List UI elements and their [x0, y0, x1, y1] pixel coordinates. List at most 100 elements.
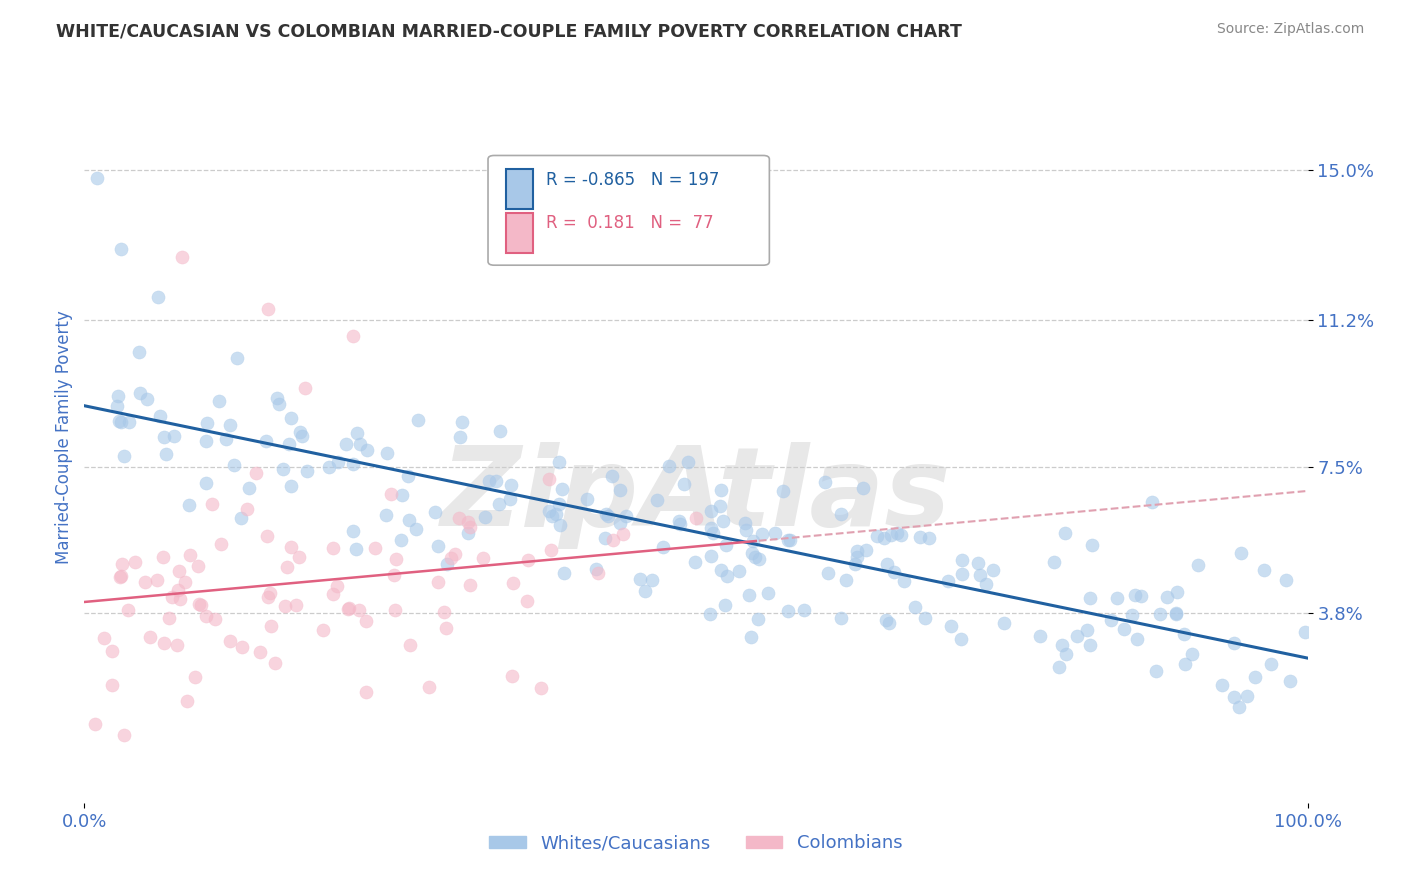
Point [271, 462, 294, 476]
Point [699, 504, 721, 518]
Point [259, 586, 281, 600]
Point [876, 558, 898, 572]
Point [110, 416, 132, 430]
Point [939, 618, 962, 632]
Point [845, 544, 868, 558]
Point [668, 515, 690, 529]
Point [1244, 670, 1267, 684]
Point [1187, 558, 1209, 572]
Point [114, 728, 136, 742]
Point [529, 681, 551, 695]
Point [434, 621, 457, 635]
Point [396, 468, 419, 483]
Point [326, 455, 349, 469]
Point [546, 507, 568, 521]
Point [458, 520, 481, 534]
Point [326, 579, 349, 593]
Point [236, 501, 259, 516]
Point [93, 631, 115, 645]
Point [226, 351, 249, 366]
Point [835, 573, 858, 587]
Point [222, 458, 245, 472]
Point [384, 603, 406, 617]
Point [1121, 608, 1143, 623]
Point [375, 446, 398, 460]
Point [651, 540, 673, 554]
Point [339, 601, 361, 615]
Point [489, 424, 512, 438]
Point [877, 616, 900, 631]
Point [548, 518, 571, 533]
Point [596, 509, 619, 524]
Point [855, 543, 877, 558]
Point [280, 410, 302, 425]
Point [612, 527, 634, 541]
Point [291, 429, 314, 443]
Point [710, 483, 733, 497]
Point [110, 242, 132, 256]
Point [586, 566, 609, 581]
Point [295, 464, 318, 478]
Point [1174, 657, 1197, 671]
Point [254, 434, 277, 449]
Point [318, 460, 340, 475]
Point [485, 474, 508, 488]
Point [444, 547, 467, 561]
Point [641, 573, 664, 587]
Point [167, 582, 190, 597]
Point [751, 527, 773, 541]
Point [337, 601, 360, 615]
Point [1130, 590, 1153, 604]
Point [354, 685, 377, 699]
Point [711, 514, 734, 528]
Point [124, 555, 146, 569]
Point [101, 678, 124, 692]
Point [209, 536, 232, 550]
Point [716, 568, 738, 582]
Point [1156, 591, 1178, 605]
Point [969, 568, 991, 582]
Point [918, 531, 941, 545]
Point [108, 570, 131, 584]
Point [380, 487, 402, 501]
Point [101, 643, 124, 657]
Point [880, 528, 903, 542]
Point [266, 391, 288, 405]
Point [966, 557, 988, 571]
Point [440, 550, 463, 565]
Point [541, 508, 564, 523]
Point [1066, 629, 1088, 643]
Point [218, 634, 240, 648]
Point [1078, 591, 1101, 605]
Point [280, 540, 302, 554]
Point [285, 599, 308, 613]
Point [817, 566, 839, 581]
Point [238, 481, 260, 495]
Point [1164, 607, 1187, 621]
Point [908, 531, 931, 545]
Point [398, 513, 420, 527]
Point [344, 542, 367, 557]
Text: Source: ZipAtlas.com: Source: ZipAtlas.com [1216, 22, 1364, 37]
Point [602, 533, 624, 548]
Point [167, 564, 190, 578]
Point [190, 599, 212, 613]
Point [1278, 673, 1301, 688]
Point [374, 508, 396, 523]
Point [609, 483, 631, 498]
Point [187, 598, 209, 612]
Point [172, 250, 194, 264]
Point [846, 549, 869, 564]
Point [499, 477, 522, 491]
Point [1107, 591, 1129, 606]
Point [263, 656, 285, 670]
Point [502, 669, 524, 683]
Point [585, 562, 607, 576]
Point [1227, 700, 1250, 714]
Point [734, 516, 756, 530]
Point [427, 575, 450, 590]
Point [149, 409, 172, 424]
Point [1078, 638, 1101, 652]
Point [433, 605, 456, 619]
Point [702, 526, 724, 541]
